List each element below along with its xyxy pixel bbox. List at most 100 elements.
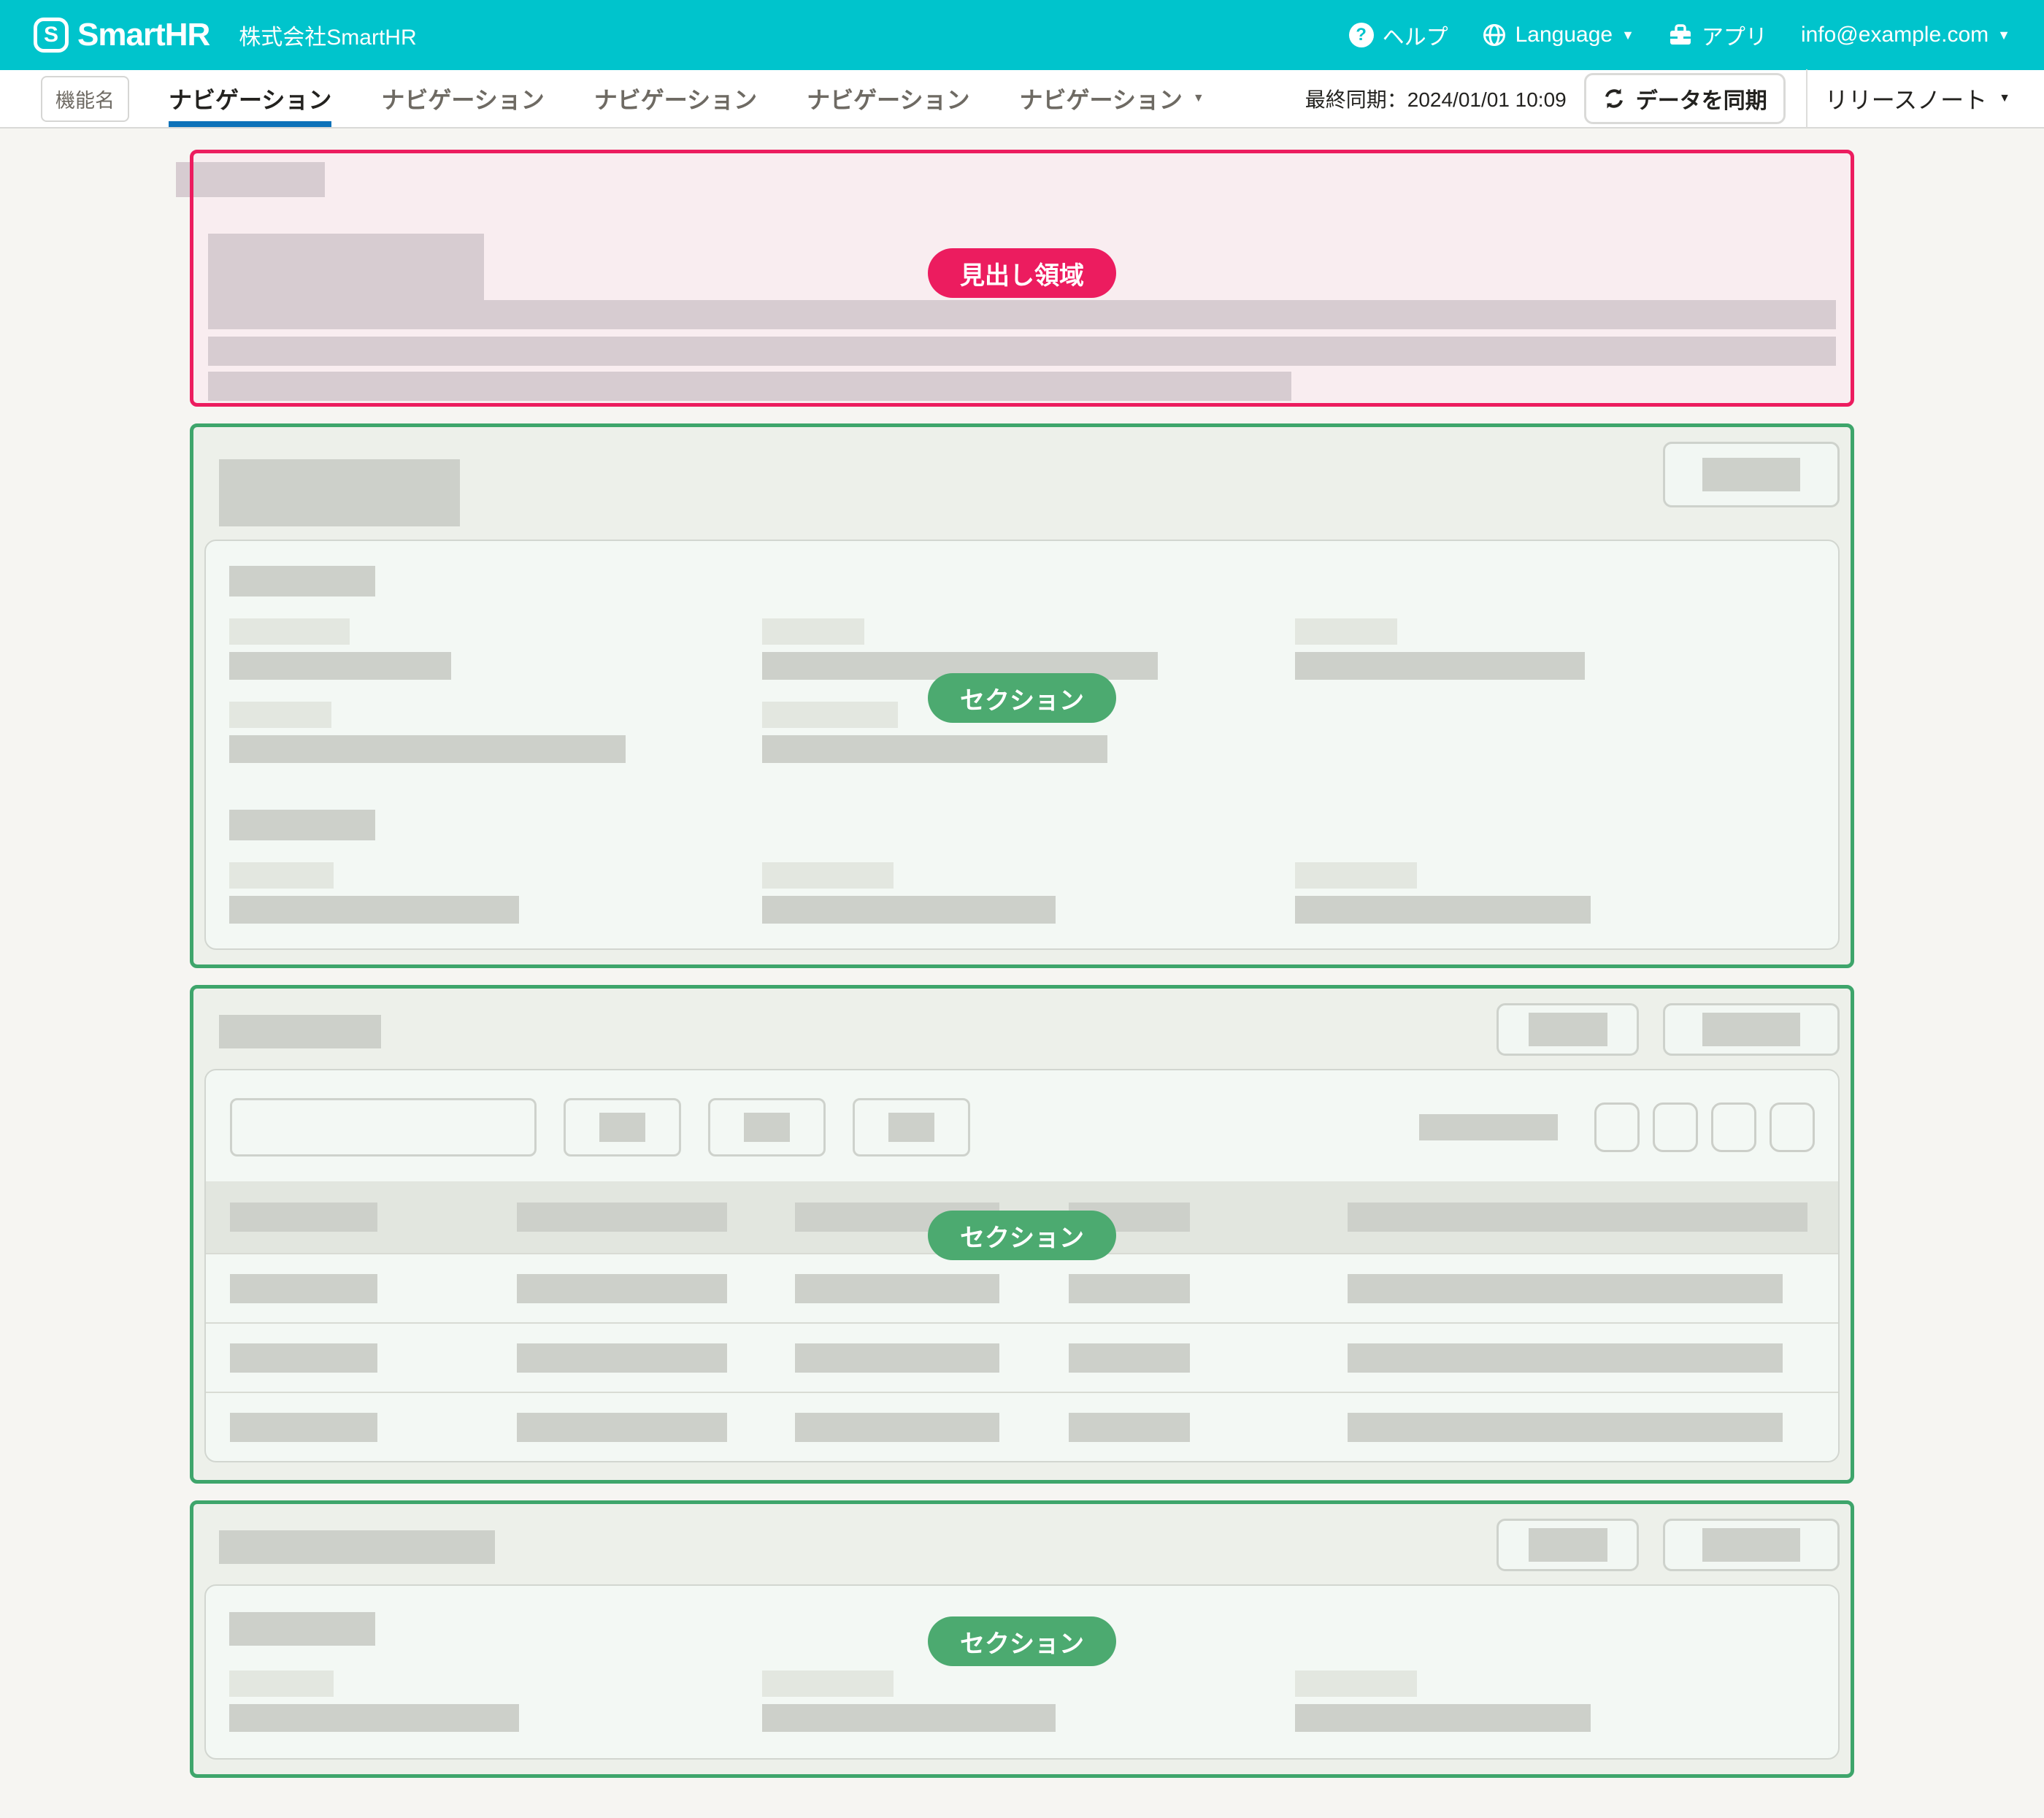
card-heading-placeholder <box>229 1612 375 1646</box>
card-heading-placeholder <box>229 566 375 597</box>
form-field <box>762 618 1295 680</box>
header-actions: ? ヘルプ Language ▼ <box>1348 19 2010 51</box>
nav-item-2[interactable]: ナビゲーション <box>381 87 545 113</box>
release-notes-menu[interactable]: リリースノート ▼ <box>1825 82 2010 115</box>
field-label-placeholder <box>229 862 334 889</box>
feature-badge-placeholder <box>176 162 325 197</box>
table-cell <box>1348 1343 1838 1373</box>
table-cell <box>1069 1343 1348 1373</box>
table-header-cell <box>517 1203 795 1232</box>
last-sync-text: 最終同期：2024/01/01 10:09 <box>1305 88 1567 111</box>
heading-area: 見出し領域 <box>176 150 1854 407</box>
table-cell <box>1069 1412 1348 1442</box>
table-row[interactable] <box>206 1322 1838 1392</box>
filter-button[interactable] <box>564 1098 681 1157</box>
nav-item-5[interactable]: ナビゲーション ▼ <box>1020 70 1204 127</box>
section-table: セクション <box>190 985 1854 1484</box>
sync-data-button[interactable]: データを同期 <box>1583 73 1786 124</box>
sync-button-label: データを同期 <box>1635 89 1767 113</box>
app-header: S SmartHR 株式会社SmartHR ? ヘルプ Language ▼ <box>0 0 2044 70</box>
section-action-button[interactable] <box>1663 1519 1840 1571</box>
section-annotation-label: セクション <box>928 673 1116 723</box>
chevron-down-icon: ▼ <box>1621 28 1634 42</box>
pager-button[interactable] <box>1711 1102 1756 1152</box>
section-annotation-label: セクション <box>928 1616 1116 1666</box>
feature-name-badge: 機能名 <box>41 75 129 122</box>
section-action-button[interactable] <box>1496 1519 1639 1571</box>
release-notes-label: リリースノート <box>1824 87 1988 113</box>
field-value-placeholder <box>1295 896 1591 924</box>
field-label-placeholder <box>762 862 894 889</box>
field-value-placeholder <box>1295 1704 1591 1732</box>
nav-item-1[interactable]: ナビゲーション <box>169 70 332 127</box>
pagination <box>1419 1102 1815 1152</box>
smarthr-logo-icon: S <box>34 18 69 53</box>
table-row[interactable] <box>206 1392 1838 1461</box>
table-cell <box>1069 1273 1348 1303</box>
field-value-placeholder <box>229 652 451 680</box>
section-head <box>193 427 1851 526</box>
field-value-placeholder <box>762 1704 1056 1732</box>
nav-items: ナビゲーション ナビゲーション ナビゲーション ナビゲーション ナビゲーション … <box>169 70 1204 127</box>
form-field <box>229 862 762 924</box>
section-head <box>193 1504 1851 1571</box>
section-action-button[interactable] <box>1663 1003 1840 1056</box>
section-annotation-label: セクション <box>928 1211 1116 1260</box>
field-label-placeholder <box>762 1671 894 1697</box>
pager-button[interactable] <box>1594 1102 1640 1152</box>
form-field <box>1295 862 1815 924</box>
filter-button[interactable] <box>853 1098 970 1157</box>
apps-menu[interactable]: アプリ <box>1668 19 1767 51</box>
language-menu[interactable]: Language ▼ <box>1482 23 1634 47</box>
nav-item-3[interactable]: ナビゲーション <box>593 87 758 113</box>
apps-icon <box>1668 23 1693 47</box>
summary-card <box>204 1584 1840 1760</box>
form-row <box>229 862 1815 924</box>
table-cell <box>1348 1412 1838 1442</box>
table-cell <box>795 1273 1069 1303</box>
field-value-placeholder <box>229 1704 519 1732</box>
description-line-placeholder <box>208 300 1836 329</box>
field-label-placeholder <box>1295 618 1397 645</box>
description-line-placeholder <box>208 372 1291 401</box>
field-value-placeholder <box>229 896 519 924</box>
field-value-placeholder <box>762 735 1107 763</box>
nav-right: 最終同期：2024/01/01 10:09 データを同期 リリースノート ▼ <box>1305 69 2010 128</box>
heading-area-annotation-label: 見出し領域 <box>928 248 1116 298</box>
section-head <box>193 989 1851 1056</box>
smarthr-logo[interactable]: S SmartHR <box>34 17 210 53</box>
help-menu[interactable]: ? ヘルプ <box>1348 19 1448 51</box>
form-row <box>229 702 1815 763</box>
section-title-placeholder <box>219 459 460 526</box>
table-cell <box>517 1343 795 1373</box>
table-cell <box>517 1412 795 1442</box>
pager-button[interactable] <box>1770 1102 1815 1152</box>
form-field <box>229 618 762 680</box>
pagination-info-placeholder <box>1419 1114 1558 1140</box>
form-field <box>229 1671 762 1732</box>
button-label-placeholder <box>1702 1528 1800 1562</box>
table-row[interactable] <box>206 1253 1838 1322</box>
nav-item-4[interactable]: ナビゲーション <box>807 87 970 113</box>
pager-button[interactable] <box>1653 1102 1698 1152</box>
account-menu[interactable]: info@example.com ▼ <box>1801 23 2010 47</box>
section-actions <box>1663 442 1840 507</box>
section-action-button[interactable] <box>1496 1003 1639 1056</box>
app-nav: 機能名 ナビゲーション ナビゲーション ナビゲーション ナビゲーション ナビゲー… <box>0 69 2044 129</box>
field-value-placeholder <box>1295 652 1585 680</box>
button-label-placeholder <box>599 1113 645 1142</box>
form-field <box>1295 1671 1815 1732</box>
search-input[interactable] <box>230 1098 537 1157</box>
table-header-cell <box>1348 1203 1838 1232</box>
button-label-placeholder <box>1528 1013 1607 1046</box>
help-label: ヘルプ <box>1382 26 1448 50</box>
account-email: info@example.com <box>1800 23 1989 47</box>
card-heading-placeholder <box>229 810 375 840</box>
page-content: 見出し領域 <box>0 129 2044 1778</box>
table-header-cell <box>230 1203 517 1232</box>
field-label-placeholder <box>229 1671 334 1697</box>
divider <box>1805 69 1807 128</box>
section-action-button[interactable] <box>1663 442 1840 507</box>
field-label-placeholder <box>229 702 331 728</box>
filter-button[interactable] <box>708 1098 826 1157</box>
